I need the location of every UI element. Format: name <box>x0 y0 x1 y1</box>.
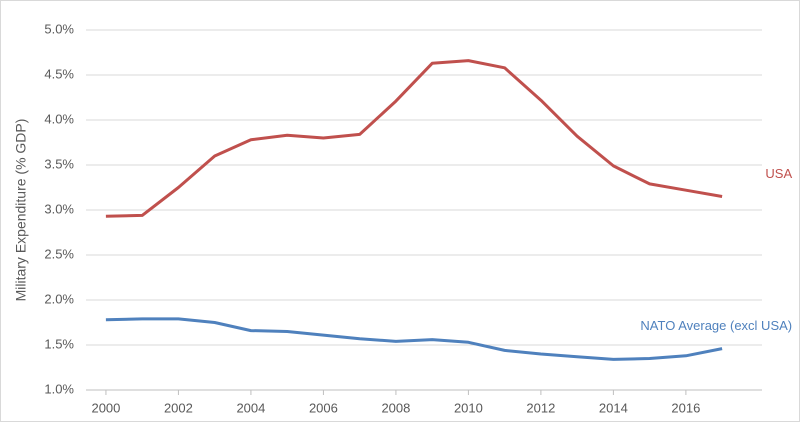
y-tick-label: 3.5% <box>44 156 74 171</box>
x-tick-label: 2002 <box>164 400 193 415</box>
y-tick-label: 4.0% <box>44 111 74 126</box>
y-tick-label: 1.5% <box>44 336 74 351</box>
y-tick-label: 3.0% <box>44 201 74 216</box>
y-tick-label: 5.0% <box>44 21 74 36</box>
x-tick-label: 2004 <box>236 400 265 415</box>
x-tick-label: 2008 <box>381 400 410 415</box>
x-tick-label: 2006 <box>309 400 338 415</box>
line-series <box>105 317 723 361</box>
x-tick-label: 2000 <box>91 400 120 415</box>
y-tick-label: 4.5% <box>44 66 74 81</box>
y-tick-label: 2.0% <box>44 291 74 306</box>
x-tick-label: 2016 <box>671 400 700 415</box>
x-tick-label: 2010 <box>454 400 483 415</box>
y-axis-label: Military Expenditure (% GDP) <box>13 119 29 302</box>
y-tick-label: 2.5% <box>44 246 74 261</box>
line-series <box>105 59 723 218</box>
y-tick-label: 1.0% <box>44 381 74 396</box>
series-label: USA <box>765 166 792 181</box>
x-tick-label: 2014 <box>599 400 628 415</box>
x-tick-label: 2012 <box>526 400 555 415</box>
series-label: NATO Average (excl USA) <box>640 318 792 333</box>
